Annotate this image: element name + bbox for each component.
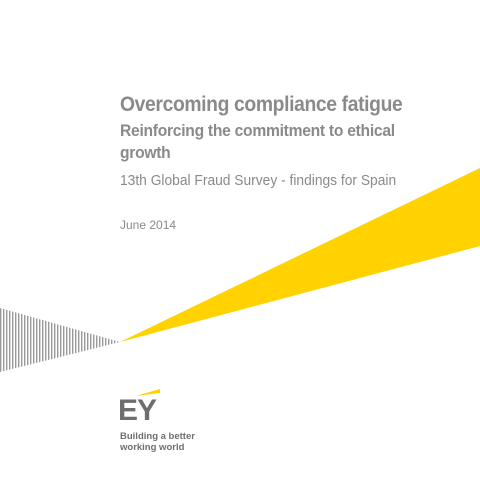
date: June 2014 xyxy=(120,218,177,232)
tagline: working world xyxy=(120,442,185,453)
logo: EY xyxy=(118,394,157,427)
survey-line: 13th Global Fraud Survey - findings for … xyxy=(120,172,397,189)
subtitle: Reinforcing the commitment to ethical xyxy=(120,121,395,140)
tagline: Building a better xyxy=(120,431,195,442)
title: Overcoming compliance fatigue xyxy=(120,93,403,116)
yellow-beam xyxy=(120,168,480,342)
subtitle: growth xyxy=(120,143,171,162)
logo-accent xyxy=(136,389,160,396)
gray-beam xyxy=(0,308,120,372)
